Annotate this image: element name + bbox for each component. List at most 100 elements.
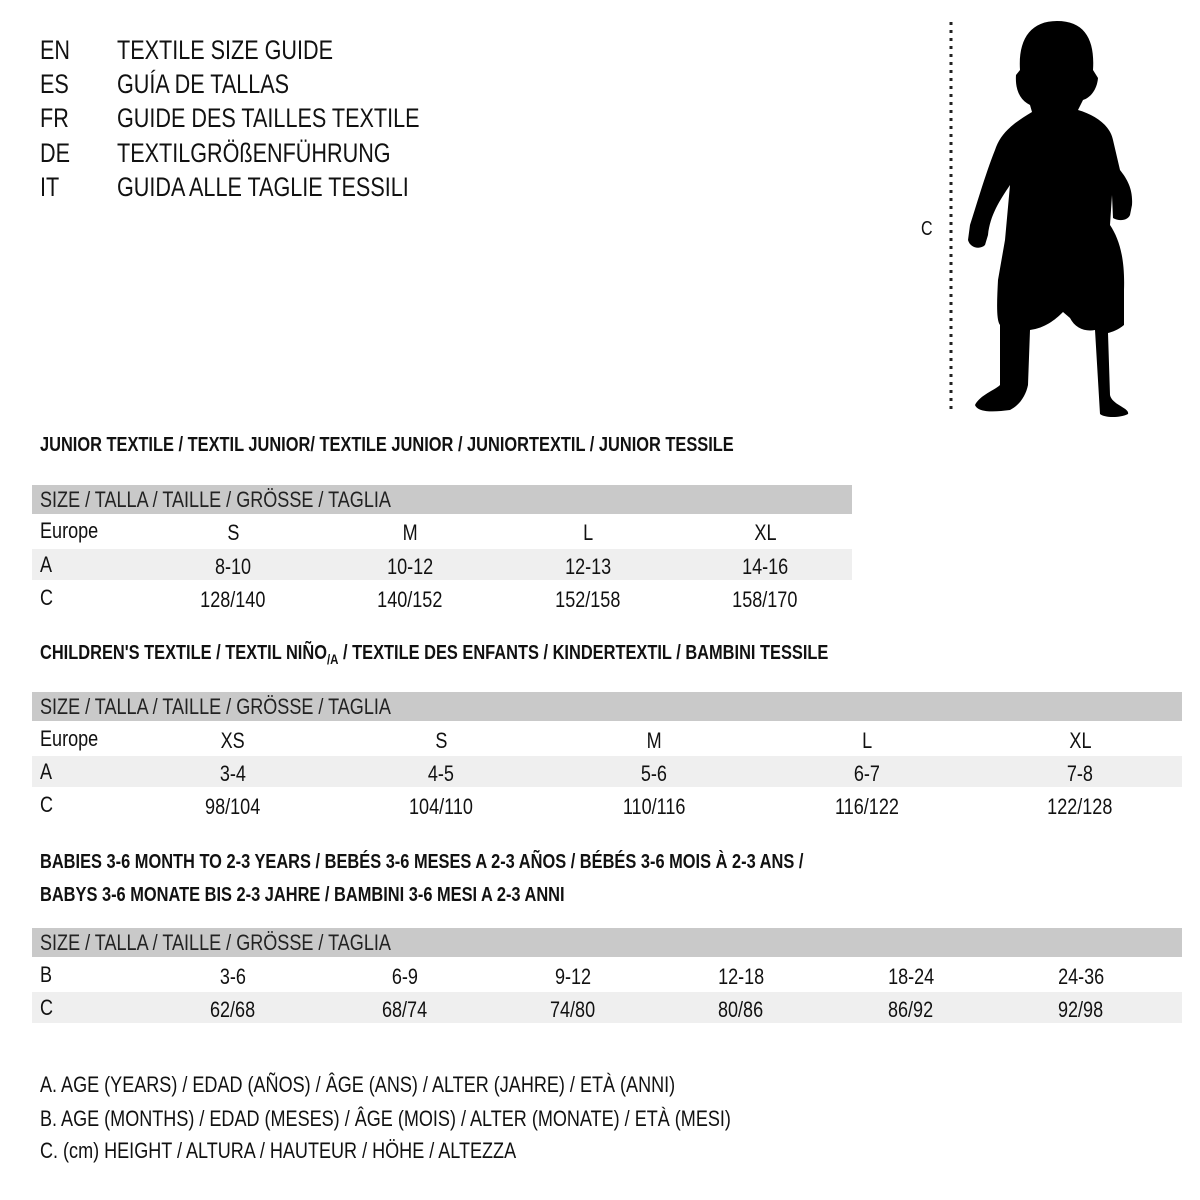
table-cell-value: 14-16 xyxy=(741,554,789,579)
table-cell: XL xyxy=(1000,728,1160,754)
table-cell: XL xyxy=(685,520,845,546)
table-cell: S xyxy=(361,728,521,754)
table-cell: 4-5 xyxy=(361,761,521,787)
lang-title-es: GUÍA DE TALLAS xyxy=(117,69,290,99)
table-cell-value: 12-13 xyxy=(564,554,612,579)
table-cell-value: 7-8 xyxy=(1066,761,1094,786)
table-cell-value: 116/122 xyxy=(835,794,899,819)
table-cell-value: M xyxy=(646,728,662,753)
size-header-label: SIZE / TALLA / TAILLE / GRÖSSE / TAGLIA xyxy=(40,694,391,719)
table-cell-value: 92/98 xyxy=(1058,997,1104,1022)
size-header-label: SIZE / TALLA / TAILLE / GRÖSSE / TAGLIA xyxy=(40,487,391,512)
table-cell: 62/68 xyxy=(153,997,313,1023)
table-cell: 12-18 xyxy=(661,964,821,990)
table-cell-value: 3-4 xyxy=(219,761,247,786)
table-cell: 110/116 xyxy=(574,794,734,820)
table-cell: 12-13 xyxy=(508,554,668,580)
row-label: B xyxy=(40,962,55,988)
table-cell-value: 62/68 xyxy=(210,997,256,1022)
table-cell-value: M xyxy=(402,520,418,545)
table-cell-value: 68/74 xyxy=(382,997,428,1022)
table-cell: 9-12 xyxy=(493,964,653,990)
legend-b: B. AGE (MONTHS) / EDAD (MESES) / ÂGE (MO… xyxy=(40,1106,731,1131)
table-cell-value: 24-36 xyxy=(1057,964,1105,989)
section-title-babies-line1: BABIES 3-6 MONTH TO 2-3 YEARS / BEBÉS 3-… xyxy=(40,851,804,873)
table-cell: 3-4 xyxy=(153,761,313,787)
table-cell-value: 152/158 xyxy=(555,587,621,612)
table-cell: 3-6 xyxy=(153,964,313,990)
size-header-bar: SIZE / TALLA / TAILLE / GRÖSSE / TAGLIA xyxy=(32,928,1182,957)
row-label-text: Europe xyxy=(40,726,99,751)
row-label-text: A xyxy=(40,552,53,577)
section-title-babies-line2: BABYS 3-6 MONATE BIS 2-3 JAHRE / BAMBINI… xyxy=(40,884,565,906)
table-cell-value: 4-5 xyxy=(427,761,455,786)
table-cell: 24-36 xyxy=(1001,964,1161,990)
lang-title-it: GUIDA ALLE TAGLIE TESSILI xyxy=(117,172,409,202)
row-label: A xyxy=(40,759,55,785)
table-cell: L xyxy=(787,728,947,754)
table-cell: 14-16 xyxy=(685,554,845,580)
child-silhouette-icon xyxy=(949,21,1133,417)
child-silhouette-shape xyxy=(968,21,1133,417)
table-cell-value: 80/86 xyxy=(718,997,764,1022)
table-cell: 140/152 xyxy=(330,587,490,613)
table-cell-value: 128/140 xyxy=(200,587,266,612)
table-cell-value: 98/104 xyxy=(205,794,261,819)
section-title-junior: JUNIOR TEXTILE / TEXTIL JUNIOR/ TEXTILE … xyxy=(40,434,734,456)
table-cell: L xyxy=(508,520,668,546)
row-label-text: C xyxy=(40,585,54,610)
size-header-label: SIZE / TALLA / TAILLE / GRÖSSE / TAGLIA xyxy=(40,930,391,955)
table-cell-value: 8-10 xyxy=(214,554,252,579)
table-cell: 6-9 xyxy=(325,964,485,990)
row-label: Europe xyxy=(40,726,111,752)
table-cell: 152/158 xyxy=(508,587,668,613)
row-shade xyxy=(32,756,1182,787)
table-cell: 7-8 xyxy=(1000,761,1160,787)
table-cell-value: 9-12 xyxy=(554,964,592,989)
row-label-text: B xyxy=(40,962,53,987)
row-label: C xyxy=(40,792,56,818)
size-header-bar: SIZE / TALLA / TAILLE / GRÖSSE / TAGLIA xyxy=(32,692,1182,721)
table-cell: 74/80 xyxy=(493,997,653,1023)
table-cell: 128/140 xyxy=(153,587,313,613)
row-label-text: C xyxy=(40,792,54,817)
table-cell: 116/122 xyxy=(787,794,947,820)
table-cell: 86/92 xyxy=(831,997,991,1023)
table-cell-value: 3-6 xyxy=(219,964,247,989)
lang-code-fr: FR xyxy=(40,103,69,133)
table-cell: S xyxy=(153,520,313,546)
row-label: C xyxy=(40,995,56,1021)
table-cell: 158/170 xyxy=(685,587,845,613)
table-cell: 6-7 xyxy=(787,761,947,787)
table-cell: 122/128 xyxy=(1000,794,1160,820)
lang-title-de: TEXTILGRÖßENFÜHRUNG xyxy=(117,138,391,168)
table-cell-value: 104/110 xyxy=(409,794,473,819)
lang-code-es: ES xyxy=(40,69,69,99)
row-label: Europe xyxy=(40,518,111,544)
table-cell-value: XS xyxy=(220,728,246,753)
lang-code-en: EN xyxy=(40,35,71,65)
table-cell-value: 140/152 xyxy=(377,587,443,612)
table-cell-value: 5-6 xyxy=(640,761,668,786)
table-cell: 5-6 xyxy=(574,761,734,787)
table-cell-value: 10-12 xyxy=(386,554,434,579)
lang-code-it: IT xyxy=(40,172,60,202)
table-cell-value: 12-18 xyxy=(717,964,765,989)
table-cell-value: 86/92 xyxy=(888,997,934,1022)
table-cell: 8-10 xyxy=(153,554,313,580)
table-cell-value: 6-7 xyxy=(853,761,881,786)
size-header-bar: SIZE / TALLA / TAILLE / GRÖSSE / TAGLIA xyxy=(32,485,852,514)
table-cell: 68/74 xyxy=(325,997,485,1023)
table-cell-value: S xyxy=(434,728,448,753)
table-cell: 104/110 xyxy=(361,794,521,820)
table-cell: 10-12 xyxy=(330,554,490,580)
table-cell: M xyxy=(574,728,734,754)
height-measure-label: C xyxy=(921,218,933,240)
table-cell: 18-24 xyxy=(831,964,991,990)
table-cell-value: S xyxy=(226,520,240,545)
row-label: A xyxy=(40,552,55,578)
row-shade xyxy=(32,992,1182,1023)
legend-a: A. AGE (YEARS) / EDAD (AÑOS) / ÂGE (ANS)… xyxy=(40,1072,676,1097)
table-cell-value: 18-24 xyxy=(887,964,935,989)
lang-title-fr: GUIDE DES TAILLES TEXTILE xyxy=(117,103,420,133)
